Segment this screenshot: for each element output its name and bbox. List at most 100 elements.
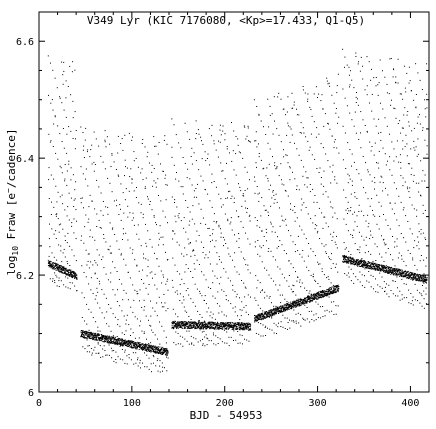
quiescence-point xyxy=(190,324,192,326)
scatter-point xyxy=(148,284,150,285)
quiescence-point xyxy=(389,267,390,269)
outburst-point xyxy=(101,334,103,336)
quiescence-point xyxy=(346,260,347,262)
quiescence-point xyxy=(221,323,223,325)
quiescence-point xyxy=(68,270,70,271)
scatter-point xyxy=(167,357,169,359)
outburst-point xyxy=(240,251,242,253)
outburst-point xyxy=(254,180,256,182)
quiescence-point xyxy=(157,353,159,354)
quiescence-point xyxy=(81,334,82,336)
scatter-point xyxy=(330,267,332,269)
outburst-point xyxy=(113,200,115,202)
scatter-point xyxy=(123,212,125,214)
quiescence-point xyxy=(155,345,157,347)
quiescence-point xyxy=(261,314,263,316)
outburst-point xyxy=(219,326,221,328)
quiescence-point xyxy=(143,344,145,346)
scatter-point xyxy=(58,280,60,282)
outburst-point xyxy=(248,340,250,342)
outburst-point xyxy=(287,162,289,164)
outburst-point xyxy=(145,258,147,260)
quiescence-point xyxy=(309,300,311,302)
outburst-point xyxy=(152,350,154,352)
quiescence-point xyxy=(260,317,262,319)
scatter-point xyxy=(313,297,315,299)
quiescence-point xyxy=(412,275,414,277)
quiescence-point xyxy=(106,335,108,337)
quiescence-point xyxy=(187,322,189,324)
outburst-point xyxy=(343,260,345,262)
quiescence-point xyxy=(415,276,417,278)
scatter-point xyxy=(241,309,243,311)
quiescence-point xyxy=(315,294,317,296)
quiescence-point xyxy=(287,308,289,310)
quiescence-point xyxy=(146,349,148,351)
outburst-point xyxy=(283,250,285,251)
quiescence-point xyxy=(54,265,56,267)
outburst-point xyxy=(327,196,329,198)
outburst-point xyxy=(91,200,93,202)
outburst-point xyxy=(165,251,166,253)
outburst-point xyxy=(177,343,179,345)
quiescence-point xyxy=(323,290,325,292)
quiescence-point xyxy=(381,265,382,267)
outburst-point xyxy=(95,138,97,140)
quiescence-point xyxy=(63,267,65,269)
outburst-point xyxy=(237,331,239,332)
scatter-point xyxy=(318,263,319,265)
quiescence-point xyxy=(250,329,252,331)
quiescence-point xyxy=(158,352,160,353)
quiescence-point xyxy=(322,296,324,298)
quiescence-point xyxy=(97,336,99,338)
outburst-point xyxy=(220,162,222,164)
quiescence-point xyxy=(93,337,95,339)
quiescence-point xyxy=(141,343,143,345)
outburst-point xyxy=(243,282,245,284)
outburst-point xyxy=(258,333,260,335)
scatter-point xyxy=(324,216,326,218)
scatter-point xyxy=(97,343,99,345)
quiescence-point xyxy=(266,315,268,317)
outburst-point xyxy=(203,274,205,276)
quiescence-point xyxy=(176,325,178,327)
quiescence-point xyxy=(213,327,215,328)
scatter-point xyxy=(65,97,67,99)
scatter-point xyxy=(193,250,195,252)
outburst-point xyxy=(234,311,236,313)
quiescence-point xyxy=(329,292,331,294)
quiescence-point xyxy=(211,327,213,329)
outburst-point xyxy=(215,344,217,346)
quiescence-point xyxy=(132,341,134,343)
outburst-point xyxy=(332,236,334,238)
quiescence-point xyxy=(174,325,176,327)
scatter-point xyxy=(274,165,276,167)
scatter-point xyxy=(322,193,324,195)
outburst-point xyxy=(112,335,114,337)
scatter-point xyxy=(335,244,337,245)
quiescence-point xyxy=(320,290,322,292)
quiescence-point xyxy=(293,305,295,307)
quiescence-point xyxy=(382,264,384,266)
quiescence-point xyxy=(196,323,198,325)
scatter-point xyxy=(319,167,321,169)
scatter-point xyxy=(167,308,169,309)
scatter-point xyxy=(145,242,147,244)
outburst-point xyxy=(257,304,259,306)
scatter-point xyxy=(127,216,129,218)
quiescence-point xyxy=(209,321,211,323)
quiescence-point xyxy=(88,335,90,337)
quiescence-point xyxy=(274,309,276,311)
quiescence-point xyxy=(413,274,415,276)
outburst-point xyxy=(248,140,250,142)
outburst-point xyxy=(110,307,112,309)
quiescence-point xyxy=(200,323,202,325)
quiescence-point xyxy=(62,270,64,272)
quiescence-point xyxy=(311,300,313,302)
scatter-point xyxy=(183,299,185,301)
quiescence-point xyxy=(209,323,211,324)
outburst-point xyxy=(227,277,229,279)
quiescence-point xyxy=(234,324,236,326)
quiescence-point xyxy=(233,326,235,328)
quiescence-point xyxy=(105,339,107,341)
